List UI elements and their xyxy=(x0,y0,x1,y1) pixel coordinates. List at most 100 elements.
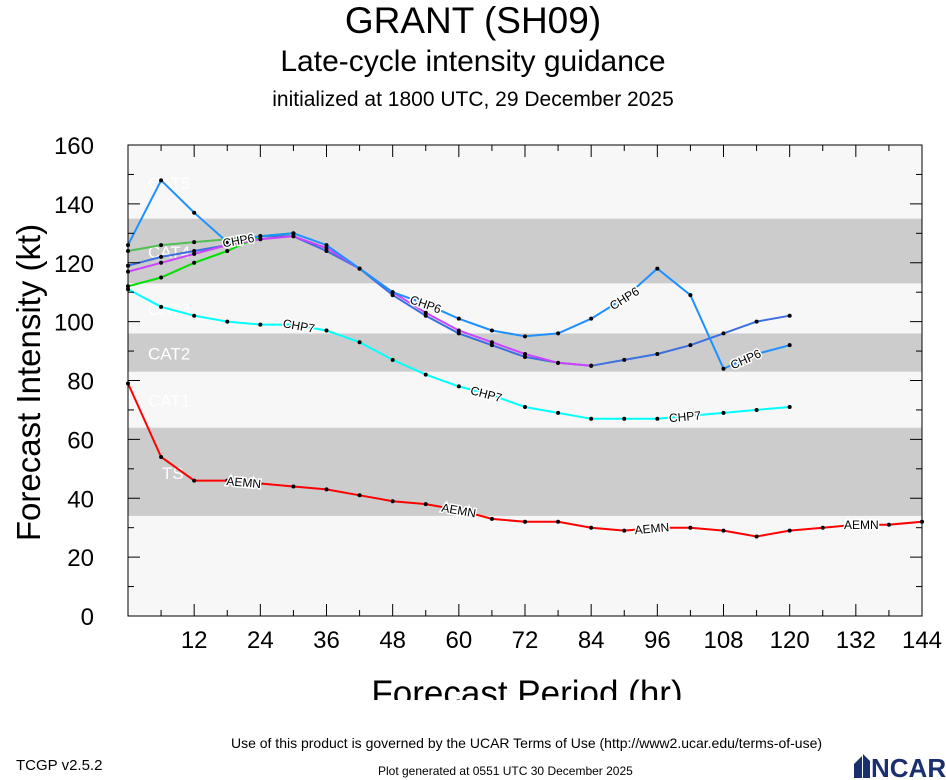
series-label-text: AEMN xyxy=(226,474,262,491)
data-point xyxy=(390,499,395,504)
y-tick-label: 80 xyxy=(67,369,94,396)
data-point xyxy=(192,478,197,483)
data-point xyxy=(787,343,792,348)
x-tick-label: 48 xyxy=(379,627,406,654)
data-point xyxy=(192,313,197,318)
category-label-cat5: CAT5 xyxy=(148,174,190,193)
y-tick-label: 120 xyxy=(54,251,94,278)
data-point xyxy=(456,316,461,321)
data-point xyxy=(556,331,561,336)
category-band-cat5 xyxy=(128,145,922,219)
data-point xyxy=(688,343,693,348)
data-point xyxy=(357,493,362,498)
data-point xyxy=(556,360,561,365)
y-tick-label: 60 xyxy=(67,427,94,454)
data-point xyxy=(721,528,726,533)
chart-title: GRANT (SH09) xyxy=(344,0,602,41)
data-point xyxy=(291,234,296,239)
data-point xyxy=(159,304,164,309)
data-point xyxy=(489,516,494,521)
data-point xyxy=(258,322,263,327)
x-tick-label: 84 xyxy=(578,627,605,654)
series-label: CHP7 xyxy=(667,407,703,427)
data-point xyxy=(820,525,825,530)
series-label-text: AEMN xyxy=(634,520,670,537)
data-point xyxy=(622,357,627,362)
data-point xyxy=(291,484,296,489)
data-point xyxy=(523,352,527,357)
data-point xyxy=(489,393,494,398)
x-axis-label: Forecast Period (hr) xyxy=(371,674,682,700)
data-point xyxy=(456,331,461,336)
data-point xyxy=(655,266,660,271)
x-tick-label: 60 xyxy=(445,627,472,654)
data-point xyxy=(456,328,461,333)
data-point xyxy=(787,313,792,318)
data-point xyxy=(489,328,494,333)
y-tick-label: 0 xyxy=(81,604,94,631)
data-point xyxy=(655,352,660,357)
data-point xyxy=(159,455,164,460)
data-point xyxy=(688,293,693,298)
y-tick-label: 140 xyxy=(54,192,94,219)
data-point xyxy=(423,372,428,377)
data-point xyxy=(589,363,594,368)
y-tick-label: 20 xyxy=(67,545,94,572)
data-point xyxy=(192,248,197,253)
data-point xyxy=(357,266,362,271)
x-tick-label: 24 xyxy=(247,627,274,654)
data-point xyxy=(192,251,197,256)
data-point xyxy=(655,525,660,530)
y-tick-label: 100 xyxy=(54,310,94,337)
data-point xyxy=(655,416,660,421)
x-tick-label: 96 xyxy=(644,627,671,654)
x-tick-label: 144 xyxy=(902,627,942,654)
y-axis-label: Forecast Intensity (kt) xyxy=(10,224,47,541)
data-point xyxy=(324,328,329,333)
y-tick-label: 160 xyxy=(54,133,94,160)
version-label: TCGP v2.5.2 xyxy=(16,757,103,774)
data-point xyxy=(523,404,527,409)
data-point xyxy=(556,410,561,415)
data-point xyxy=(258,234,263,239)
category-band-ts xyxy=(128,427,922,516)
data-point xyxy=(589,525,594,530)
data-point xyxy=(291,322,296,327)
category-band-cat1 xyxy=(128,371,922,428)
data-point xyxy=(390,293,395,298)
data-point xyxy=(523,354,527,359)
data-point xyxy=(390,290,395,295)
data-point xyxy=(291,231,296,236)
data-point xyxy=(390,357,395,362)
data-point xyxy=(258,481,263,486)
data-point xyxy=(357,340,362,345)
data-point xyxy=(192,240,197,245)
x-tick-label: 120 xyxy=(770,627,810,654)
data-point xyxy=(556,519,561,524)
data-point xyxy=(754,407,759,412)
data-point xyxy=(787,528,792,533)
data-point xyxy=(159,254,164,259)
init-time: initialized at 1800 UTC, 29 December 202… xyxy=(272,88,674,111)
data-point xyxy=(754,352,759,357)
data-point xyxy=(721,331,726,336)
data-point xyxy=(622,416,627,421)
data-point xyxy=(754,534,759,539)
x-tick-label: 12 xyxy=(181,627,208,654)
data-point xyxy=(622,528,627,533)
data-point xyxy=(159,243,164,248)
category-band-cat3 xyxy=(128,283,922,334)
series-label-text: AEMN xyxy=(844,518,879,532)
data-point xyxy=(721,366,726,371)
data-point xyxy=(225,319,230,324)
data-point xyxy=(225,240,230,245)
data-point xyxy=(324,487,329,492)
data-point xyxy=(159,178,164,183)
category-label-cat2: CAT2 xyxy=(148,345,190,364)
category-band-cat4 xyxy=(128,218,922,284)
data-point xyxy=(225,248,230,253)
x-tick-label: 108 xyxy=(703,627,743,654)
series-label: AEMN xyxy=(224,473,263,493)
